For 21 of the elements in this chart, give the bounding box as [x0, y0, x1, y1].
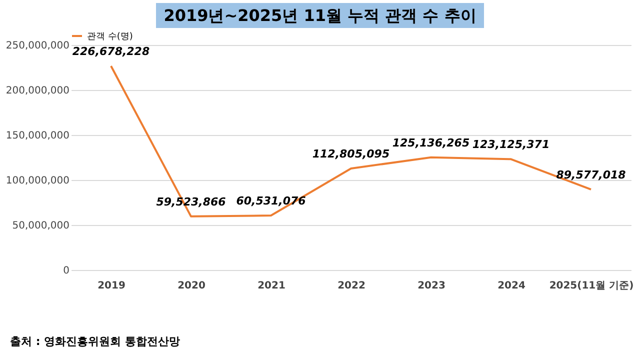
x-tick-label: 2022 [338, 280, 366, 292]
y-tick-label: 50,000,000 [12, 220, 70, 232]
text: 226,678,228 [72, 44, 150, 58]
x-tick-label: 2025(11월 기준) [549, 280, 634, 292]
text: 123,125,371 [472, 138, 550, 152]
y-tick-label: 100,000,000 [6, 176, 70, 186]
x-tick-label: 2019 [98, 280, 126, 292]
y-tick-label: 0 [63, 266, 70, 276]
y-tick-label: 200,000,000 [6, 86, 70, 96]
text: 89,577,018 [556, 168, 626, 182]
x-tick-label: 2023 [418, 280, 446, 292]
y-tick-label: 250,000,000 [6, 40, 70, 52]
y-tick-label: 150,000,000 [6, 130, 70, 142]
chart-title: 2019년~2025년 11월 누적 관객 수 추이 [156, 3, 484, 28]
source-note: 출처 : 영화진흥위원회 통합전산망 [10, 334, 180, 349]
x-tick-label: 2020 [178, 280, 206, 292]
text: 125,136,265 [392, 136, 470, 150]
text: 112,805,095 [312, 147, 390, 160]
legend-label: 관객 수(명) [87, 32, 133, 42]
x-tick-label: 2021 [258, 280, 286, 292]
x-tick-label: 2024 [498, 280, 526, 292]
